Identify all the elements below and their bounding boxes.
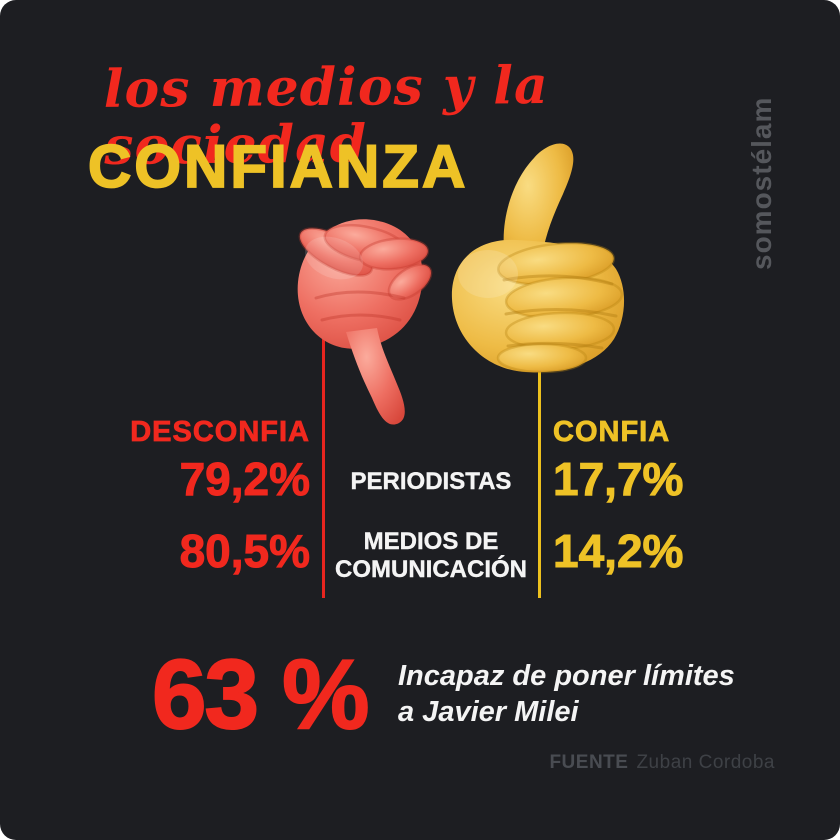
value-confia-periodistas: 17,7% — [552, 453, 684, 506]
page-title: CONFIANZA — [87, 132, 469, 201]
value-desconfia-medios: 80,5% — [179, 525, 310, 578]
highlight-caption-line2: a Javier Milei — [398, 696, 579, 729]
value-desconfia-periodistas: 79,2% — [179, 453, 310, 506]
red-divider-line — [322, 328, 325, 598]
yellow-divider-line — [538, 352, 541, 598]
highlight-caption-line1: Incapaz de poner límites — [398, 660, 735, 692]
thumbs-up-icon — [451, 143, 625, 374]
watermark-somostelam: somostélam — [746, 96, 777, 270]
highlight-caption: Incapaz de poner límites a Javier Milei — [398, 658, 758, 731]
source-name: Zuban Cordoba — [636, 752, 775, 773]
category-medios: MEDIOS DE COMUNICACIÓN — [335, 528, 527, 583]
value-confia-medios: 14,2% — [552, 525, 684, 578]
thumbs-down-icon — [297, 219, 433, 425]
column-header-confia: CONFIA — [553, 416, 671, 449]
source-credit: FUENTE Zuban Cordoba — [0, 752, 775, 774]
highlight-percentage: 63 % — [151, 638, 370, 750]
category-periodistas: PERIODISTAS — [350, 468, 512, 495]
column-header-desconfia: DESCONFIA — [130, 416, 310, 449]
source-label: FUENTE — [549, 752, 629, 773]
